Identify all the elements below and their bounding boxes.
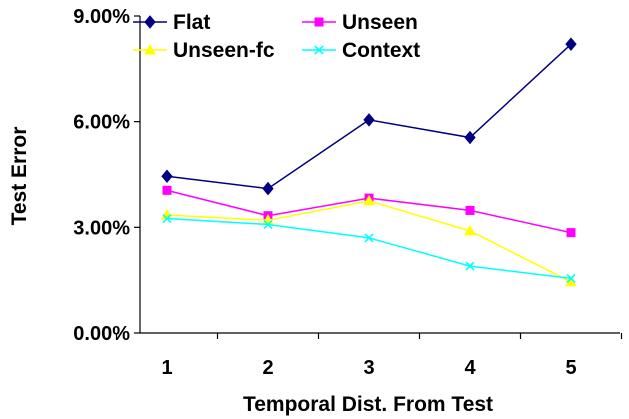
series-flat — [161, 37, 577, 196]
series-line-context — [166, 217, 572, 280]
y-tick-label: 3.00% — [73, 217, 130, 239]
legend-marker-context — [314, 45, 324, 55]
legend-item-unseen: Unseen — [302, 11, 418, 34]
data-point-context — [465, 261, 475, 271]
legend-label-flat: Flat — [173, 11, 210, 34]
data-point-flat — [565, 37, 577, 51]
y-tick-label: 9.00% — [73, 6, 130, 28]
y-tick-label: 6.00% — [73, 112, 130, 134]
x-axis-title: Temporal Dist. From Test — [243, 393, 493, 416]
legend-label-unseen-fc: Unseen-fc — [173, 39, 275, 62]
data-point-unseen — [465, 205, 475, 215]
legend-marker-unseen — [314, 17, 324, 27]
x-tick-label: 5 — [565, 357, 576, 379]
data-point-flat — [161, 169, 173, 184]
legend-marker-flat — [144, 15, 156, 29]
y-axis-title: Test Error — [8, 127, 31, 226]
series-unseen — [162, 185, 576, 238]
data-point-context — [162, 213, 172, 224]
series-line-unseen-fc — [166, 200, 572, 283]
legend-item-context: Context — [302, 39, 420, 62]
legend: Flat Unseen Unseen-fc Context — [133, 11, 420, 62]
x-tick-label: 4 — [464, 357, 476, 379]
legend-label-unseen: Unseen — [342, 11, 418, 34]
axes: 0.00% 3.00% 6.00% 9.00% 1 2 3 4 5 — [73, 6, 623, 379]
data-point-context — [364, 233, 374, 243]
legend-label-context: Context — [342, 39, 420, 62]
x-tick-label: 1 — [161, 357, 172, 379]
legend-item-unseen-fc: Unseen-fc — [133, 39, 275, 62]
data-point-unseen-fc — [464, 224, 476, 236]
series-layer — [161, 37, 577, 287]
data-point-unseen — [162, 185, 172, 195]
legend-item-flat: Flat — [133, 11, 210, 34]
data-point-context — [566, 273, 576, 283]
data-point-unseen-fc — [363, 194, 375, 206]
series-unseen-fc — [161, 194, 577, 287]
x-tick-label: 3 — [363, 357, 374, 379]
data-point-unseen — [566, 228, 576, 238]
data-point-flat — [363, 113, 375, 127]
series-context — [162, 213, 576, 283]
data-point-context — [263, 219, 273, 230]
y-tick-label: 0.00% — [73, 323, 130, 345]
data-point-flat — [464, 130, 476, 145]
legend-marker-unseen-fc — [144, 43, 156, 55]
data-point-flat — [262, 181, 274, 196]
x-tick-label: 2 — [262, 357, 273, 379]
